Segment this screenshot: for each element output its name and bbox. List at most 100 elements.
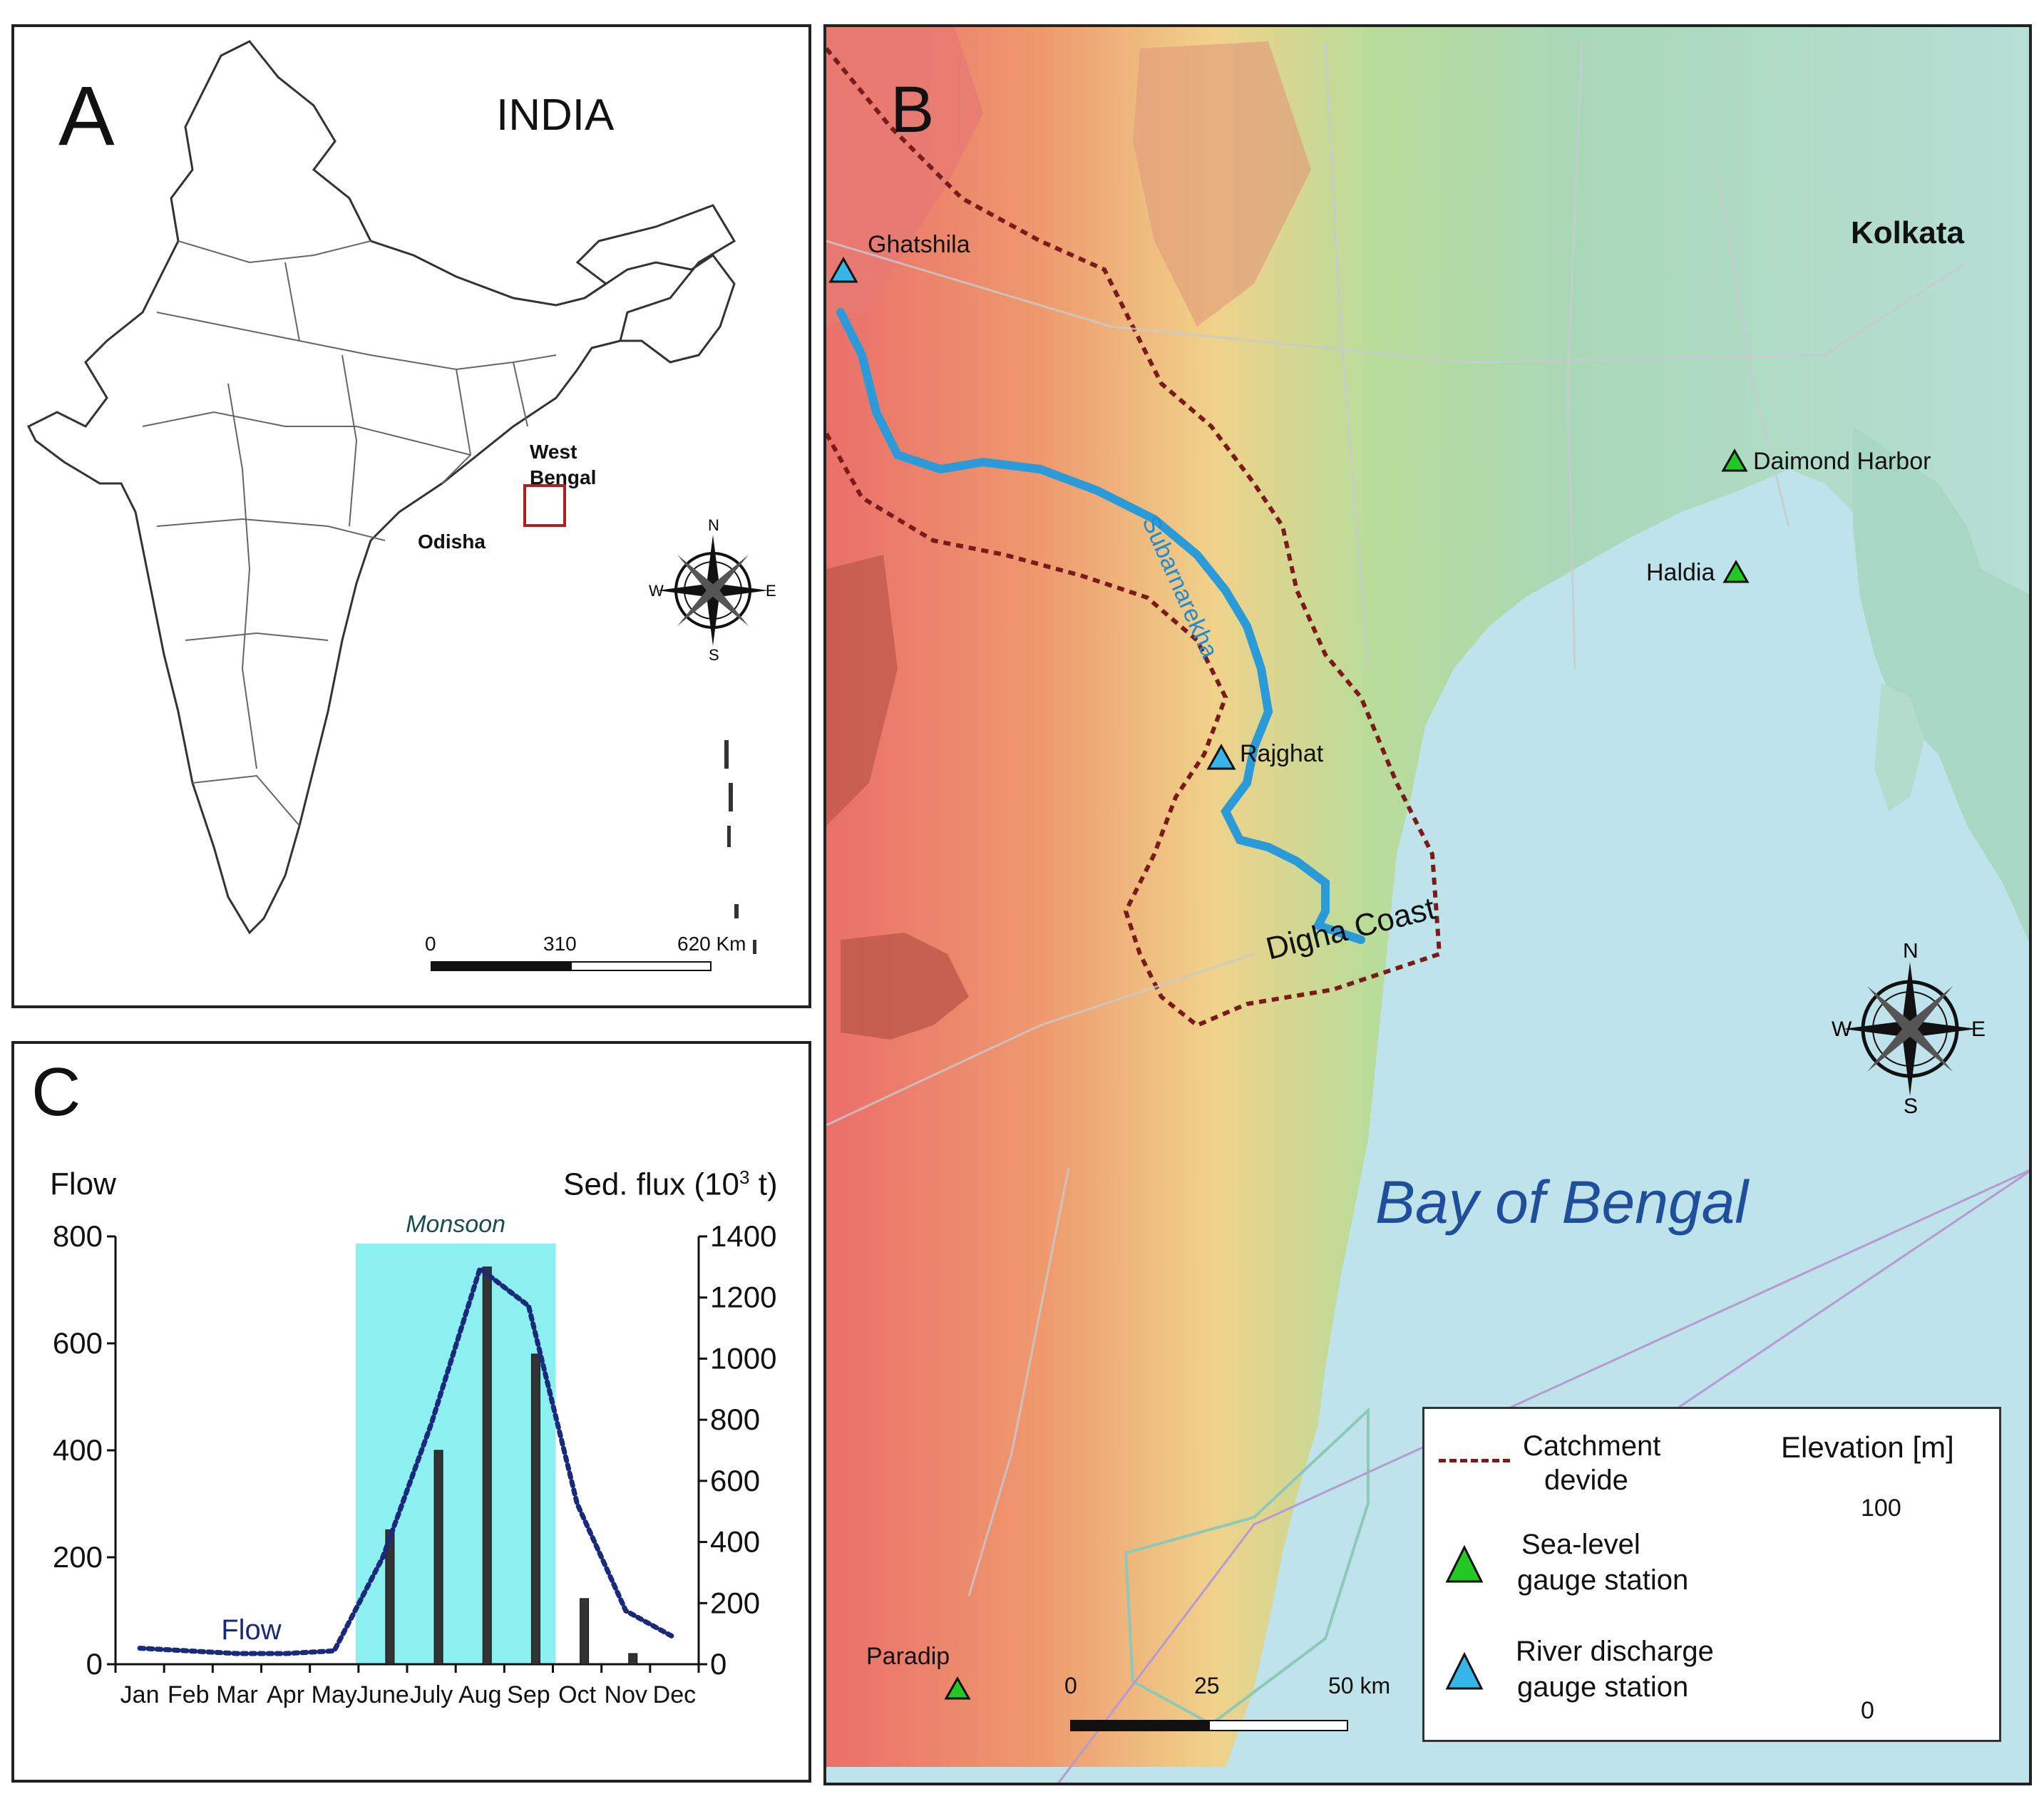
country-label: INDIA [496,91,615,140]
place-rajghat: Rajghat [1240,740,1324,767]
scale-b-tick-0: 0 [1064,1673,1077,1698]
place-ghatshila: Ghatshila [868,231,970,258]
compass-b-w: W [1832,1018,1852,1041]
legend-elevation-max: 100 [1861,1495,1901,1522]
compass-rose-b-icon: N S W E [1832,943,1986,1114]
right-tick-label: 200 [710,1586,760,1619]
study-area-box [523,484,566,527]
estuary-land [1853,426,2029,942]
compass-n: N [708,519,719,534]
sediment-bar-aug [482,1266,492,1665]
scale-b-tick-1: 25 [1194,1673,1220,1698]
hill-ridge [1133,41,1311,327]
legend-catchment-line1: Catchment [1523,1430,1661,1462]
highland-south [841,933,969,1040]
panel-c-flow-chart: C Flow Sed. flux (103 t) Monsoon 0 200 400 6… [11,1041,811,1783]
panel-c-label: C [31,1054,81,1130]
legend-divide-swatch [1439,1459,1510,1462]
legend-river-line1: River discharge [1516,1636,1714,1667]
right-tick-label: 400 [710,1525,760,1559]
x-tick-label: Aug [458,1681,502,1708]
right-tick-label: 0 [710,1647,726,1681]
sea-gauge-daimond-harbor-icon [1721,448,1748,472]
roads [826,41,1968,1596]
legend-river-line2: gauge station [1517,1671,1689,1703]
sediment-bar-june [385,1529,395,1665]
x-tick-label: Feb [168,1681,210,1708]
x-tick-label: Nov [605,1681,647,1708]
northeast-region [584,253,736,364]
scale-b-bar-black [1070,1720,1208,1731]
compass-e: E [766,582,776,600]
x-tick-label: Jan [120,1681,160,1708]
flow-annotation: Flow [221,1614,282,1646]
sediment-bar-sep [530,1353,540,1665]
scale-a-bar-white [570,961,712,971]
odisha-label: Odisha [418,531,486,553]
sediment-bar-nov [628,1653,638,1665]
legend-sea-gauge-icon [1445,1544,1484,1583]
highland-sw [826,555,898,826]
catchment-divide [826,47,1442,1028]
west-bengal-label-line1: West [530,441,577,463]
place-paradip: Paradip [866,1643,950,1670]
scale-a-tick-2: 620 Km [677,933,746,955]
x-tick-label: June [356,1681,409,1708]
scale-b-bar-white [1208,1720,1348,1731]
river-gauge-ghatshila-icon [828,256,858,283]
left-tick-label: 200 [53,1540,103,1574]
flow-sediment-chart: Monsoon 0 200 400 600 800 0 200 400 600 800 1000 120… [53,1211,777,1708]
compass-b-e: E [1971,1018,1986,1041]
left-tick-label: 400 [53,1433,103,1467]
x-tick-label: July [410,1681,453,1708]
compass-s: S [709,646,719,662]
legend-catchment-line2: devide [1544,1465,1628,1496]
legend-elevation-title: Elevation [m] [1781,1430,1954,1464]
compass-b-s: S [1904,1095,1918,1114]
flow-line [137,1264,677,1656]
west-bengal-label-line2: Bengal [530,466,597,488]
right-tick-label: 600 [710,1464,760,1497]
sea-gauge-haldia-icon [1722,559,1750,583]
scale-a-tick-1: 310 [543,933,577,955]
andaman-islands [724,740,756,954]
panel-a-india-map: A INDIA West Bengal Odisha [11,24,811,1008]
scale-b-tick-2: 50 km [1328,1673,1391,1698]
x-tick-label: May [312,1681,357,1708]
right-tick-label: 800 [710,1403,760,1436]
x-tick-label: Sep [507,1681,550,1708]
monsoon-label: Monsoon [406,1211,505,1238]
compass-b-n: N [1903,943,1919,963]
left-tick-label: 800 [53,1219,103,1253]
compass-rose-icon: N S W E [649,519,776,662]
x-tick-label: Dec [653,1681,696,1708]
scale-a-bar-black [431,961,570,971]
panel-b-label: B [890,73,935,146]
river-gauge-rajghat-icon [1206,743,1236,770]
left-tick-label: 600 [53,1326,103,1360]
legend-sea-level-line1: Sea-level [1521,1529,1640,1560]
place-daimond-harbor: Daimond Harbor [1753,448,1931,475]
right-tick-label: 1200 [710,1281,776,1314]
place-haldia: Haldia [1646,559,1715,586]
place-kolkata: Kolkata [1851,215,1964,250]
left-tick-label: 0 [86,1647,103,1681]
right-tick-label: 1400 [710,1219,776,1253]
sea-label: Bay of Bengal [1375,1169,1749,1236]
compass-w: W [649,582,664,600]
gauge-markers [828,256,1750,1700]
marine-reserve-boundary [1124,1407,1370,1726]
legend-sea-level-line2: gauge station [1517,1564,1689,1596]
subarnarekha-river [836,308,1365,944]
panel-a-label: A [58,69,115,163]
legend-river-gauge-icon [1445,1651,1484,1690]
x-tick-label: Oct [558,1681,596,1708]
sagar-island [1874,683,1924,811]
right-tick-label: 1000 [710,1341,776,1375]
left-axis-label: Flow [50,1167,116,1201]
scale-a-tick-0: 0 [425,933,436,955]
india-outline-map [26,40,756,954]
legend-elevation-min: 0 [1861,1697,1874,1724]
sea-gauge-paradip-icon [944,1676,971,1700]
map-legend: Catchment devide Sea-level gauge station… [1422,1407,2001,1742]
